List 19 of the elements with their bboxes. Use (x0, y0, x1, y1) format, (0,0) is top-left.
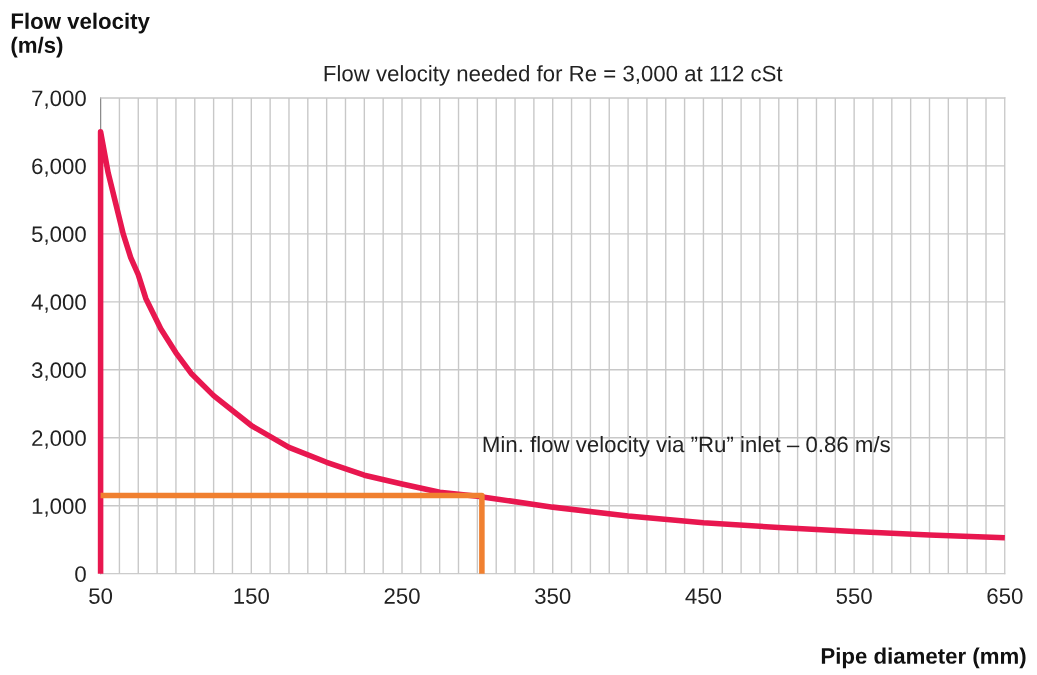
y-tick-label: 0 (75, 566, 86, 583)
y-tick-label: 5,000 (31, 226, 86, 245)
chart-title: Flow velocity needed for Re = 3,000 at 112 cSt (324, 65, 783, 86)
x-tick-label: 350 (535, 588, 571, 604)
y-tick-label: 7,000 (32, 90, 86, 109)
y-axis-title: Flow velocity (m/s) (11, 12, 150, 58)
x-tick-label: 250 (384, 588, 420, 604)
x-tick-label: 50 (89, 588, 113, 604)
y-tick-label: 4,000 (31, 294, 86, 313)
x-tick-label: 650 (987, 588, 1023, 604)
y-tick-label: 1,000 (32, 498, 86, 517)
annotation: Min. flow velocity via ”Ru” inlet – 0.86 m/s (483, 435, 890, 457)
y-tick-label: 2,000 (32, 430, 86, 449)
x-tick-label: 150 (234, 588, 269, 604)
x-tick-label: 550 (836, 588, 872, 604)
y-tick-label: 6,000 (32, 158, 86, 177)
y-tick-label: 3,000 (31, 362, 86, 381)
x-axis-title: Pipe diameter (mm) (821, 647, 1026, 669)
x-tick-label: 450 (685, 588, 722, 604)
